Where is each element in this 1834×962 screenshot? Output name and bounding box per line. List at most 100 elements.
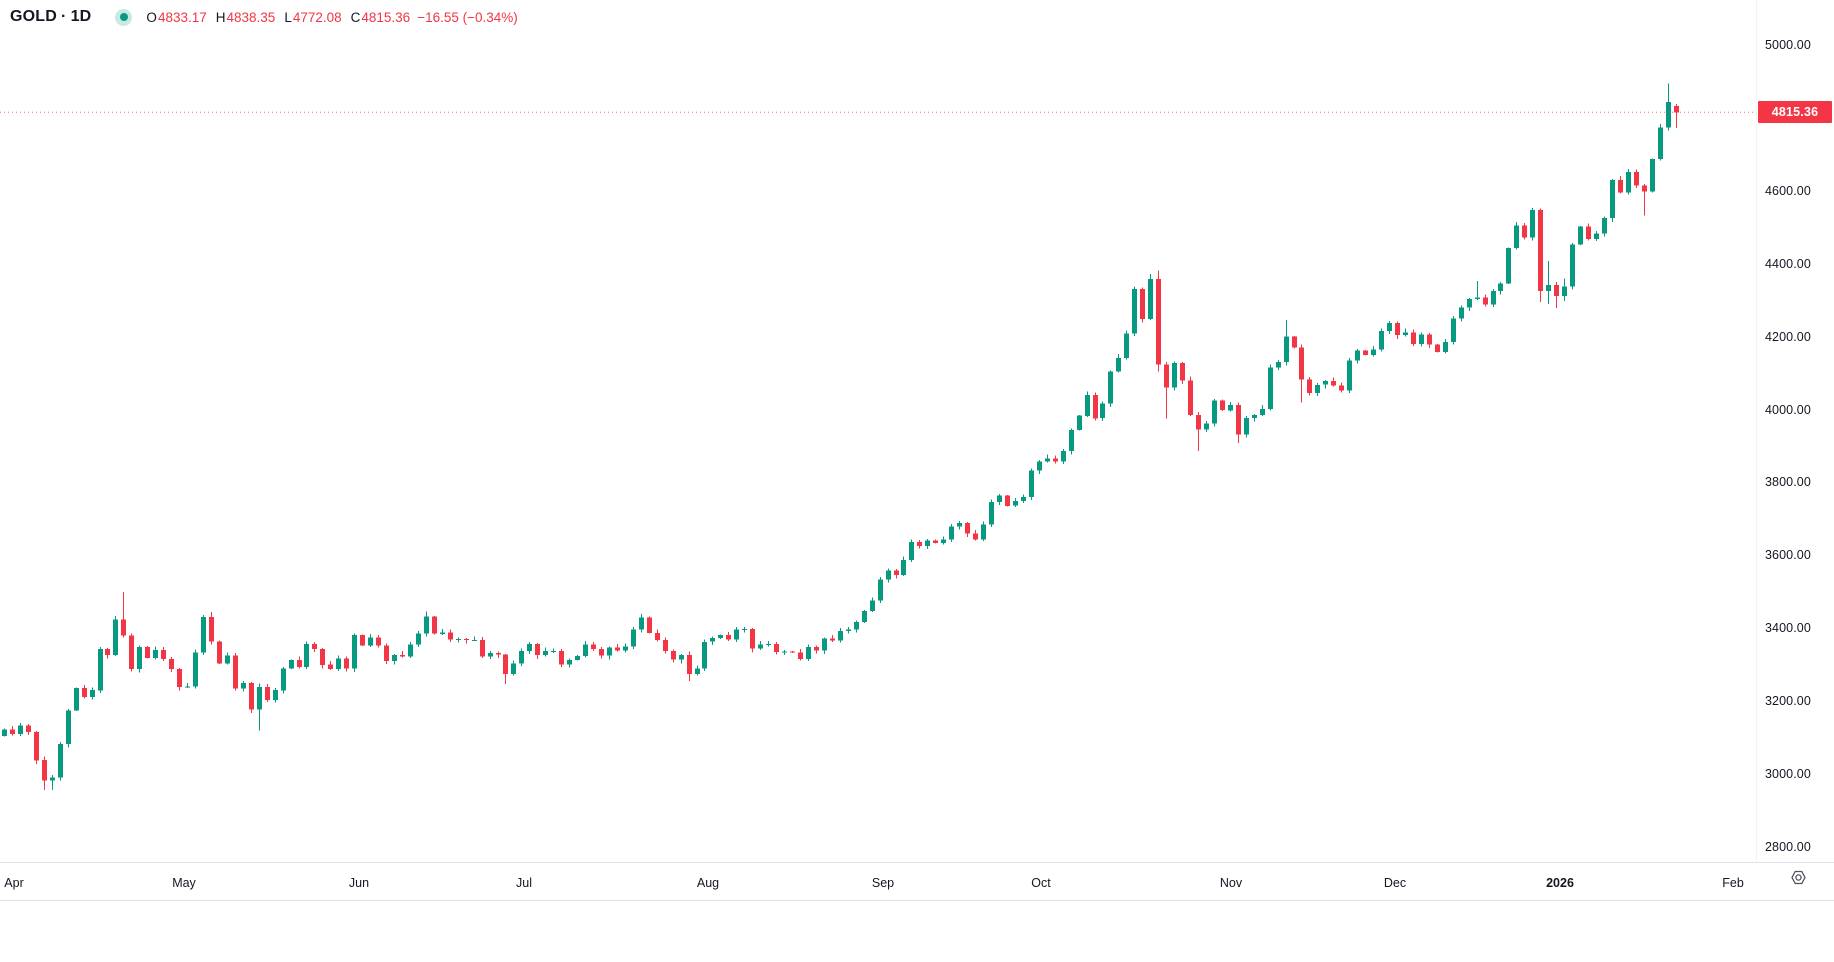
candle-body: [1483, 297, 1488, 305]
candle-body: [997, 495, 1002, 502]
candle-body: [1037, 461, 1042, 471]
bottom-divider: [0, 900, 1834, 901]
candle-body: [456, 639, 461, 641]
candle-body: [384, 645, 389, 662]
candle-body: [82, 688, 87, 698]
candle-body: [838, 630, 843, 641]
candle-body: [647, 617, 652, 633]
candle-body: [1395, 322, 1400, 336]
candle-body: [1299, 347, 1304, 380]
candle-body: [878, 579, 883, 601]
candle-body: [925, 540, 930, 546]
candle-body: [1586, 226, 1591, 239]
candle-body: [42, 760, 47, 781]
candle-body: [1443, 342, 1448, 352]
candle-body: [1411, 332, 1416, 344]
candle-body: [169, 658, 174, 670]
candle-body: [1570, 244, 1575, 287]
candle-body: [790, 651, 795, 653]
x-axis-label: Nov: [1219, 876, 1243, 890]
candle-body: [1085, 395, 1090, 416]
candle-body: [241, 683, 246, 689]
ohlc-readout: O 4833.17 H 4838.35 L 4772.08 C 4815.36 −16.…: [146, 10, 517, 25]
candle-body: [1578, 226, 1583, 245]
candle-body: [113, 619, 118, 655]
candle-body: [440, 632, 445, 634]
symbol-title[interactable]: GOLD · 1D: [10, 8, 91, 26]
candle-body: [583, 644, 588, 656]
candle-body: [129, 635, 134, 670]
candle-body: [98, 649, 103, 691]
candle-body: [344, 658, 349, 669]
candle-body: [1244, 417, 1249, 435]
candle-body: [1220, 400, 1225, 411]
y-axis-label: 3200.00: [1765, 694, 1811, 709]
candle-body: [981, 524, 986, 540]
candle-body: [1315, 384, 1320, 394]
candle-body: [2, 729, 7, 736]
candle-body: [1626, 171, 1631, 193]
candle-body: [1658, 127, 1663, 160]
candle-body: [822, 638, 827, 651]
candle-body: [798, 652, 803, 659]
candle-body: [18, 725, 23, 734]
candle-body: [1093, 395, 1098, 419]
candle-body: [1276, 362, 1281, 368]
candle-body: [511, 663, 516, 675]
candle-body: [225, 655, 230, 664]
x-axis-label: Apr: [4, 876, 24, 890]
candle-body: [1108, 371, 1113, 404]
candle-body: [655, 633, 660, 640]
candle-body: [933, 540, 938, 543]
candle-body: [774, 643, 779, 652]
candle-body: [496, 653, 501, 655]
timeframe-label: 1D: [70, 8, 92, 25]
market-status-dot-icon: [115, 8, 133, 26]
candle-body: [750, 629, 755, 649]
candle-body: [121, 619, 126, 636]
candle-body: [424, 616, 429, 634]
candle-body: [1602, 218, 1607, 234]
x-axis-label: Oct: [1031, 876, 1051, 890]
candle-body: [1339, 385, 1344, 391]
candle-body: [1252, 415, 1257, 418]
candle-body: [973, 533, 978, 540]
candle-body: [1403, 332, 1408, 336]
gear-icon: [1790, 870, 1806, 884]
candle-body: [1475, 297, 1480, 300]
time-scale-settings-button[interactable]: [1786, 865, 1810, 889]
candle-body: [448, 632, 453, 640]
high-value: 4838.35: [226, 9, 276, 25]
candle-body: [758, 644, 763, 649]
candle-body: [472, 639, 477, 641]
candle-body: [687, 655, 692, 674]
candle-body: [1451, 318, 1456, 343]
candle-body: [257, 687, 262, 710]
candle-body: [894, 570, 899, 575]
candle-body: [1355, 350, 1360, 361]
candle-body: [1204, 423, 1209, 430]
candle-body: [567, 660, 572, 665]
candle-body: [1371, 349, 1376, 355]
candle-body: [1100, 403, 1105, 419]
close-label: C: [350, 9, 361, 25]
candle-body: [1530, 209, 1535, 238]
x-axis-label: Aug: [696, 876, 720, 890]
candle-body: [58, 744, 63, 778]
candle-body: [90, 690, 95, 698]
candle-body: [464, 639, 469, 641]
candle-body: [862, 610, 867, 623]
candle-body: [1307, 379, 1312, 394]
candle-body: [806, 647, 811, 659]
candle-body: [1594, 233, 1599, 239]
candle-body: [1069, 430, 1074, 452]
candle-body: [1172, 363, 1177, 388]
candle-body: [1053, 458, 1058, 462]
candle-body: [193, 652, 198, 687]
candle-body: [297, 660, 302, 667]
candle-body: [161, 649, 166, 659]
candle-body: [145, 646, 150, 658]
candle-body: [1634, 171, 1639, 186]
